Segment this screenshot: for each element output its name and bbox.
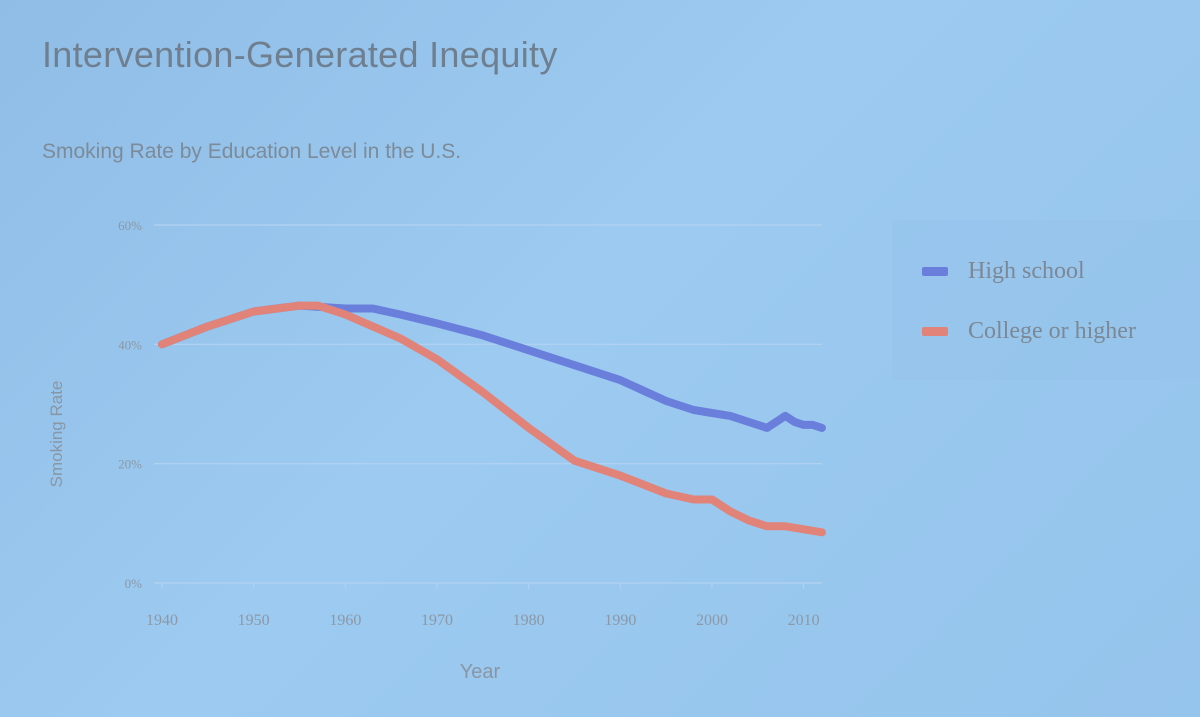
x-tick-label: 1940 [146, 612, 178, 629]
line-chart: 0% 20% 40% 60% 1940 1950 1960 1970 1980 1990 2000 2… [47, 218, 826, 683]
x-tick-label: 1990 [604, 612, 636, 629]
series-line-high-school [158, 301, 826, 432]
y-tick-label: 40% [118, 337, 142, 352]
chart-subtitle: Smoking Rate by Education Level in the U… [42, 140, 462, 163]
x-axis-title: Year [460, 661, 501, 683]
y-tick-label: 60% [118, 218, 142, 233]
legend-label-college: College or higher [968, 318, 1136, 344]
legend-item-high-school: High school [922, 258, 1085, 285]
x-tick-label: 1960 [329, 612, 361, 629]
x-tick-label: 2000 [696, 612, 728, 629]
x-tick-label: 1970 [421, 612, 453, 629]
legend-swatch-college [922, 327, 948, 336]
legend-item-college: College or higher [922, 318, 1136, 345]
slide-title: Intervention-Generated Inequity [42, 34, 558, 75]
y-axis-title: Smoking Rate [47, 381, 66, 488]
y-tick-label: 0% [125, 576, 143, 591]
y-tick-label: 20% [118, 457, 142, 472]
chart-legend: High school College or higher [892, 220, 1200, 380]
x-tick-label: 2010 [788, 612, 820, 629]
legend-label-high-school: High school [968, 258, 1085, 284]
series-line-college [158, 301, 826, 537]
legend-swatch-high-school [922, 267, 948, 276]
x-tick-label: 1950 [238, 612, 270, 629]
x-tick-label: 1980 [513, 612, 545, 629]
